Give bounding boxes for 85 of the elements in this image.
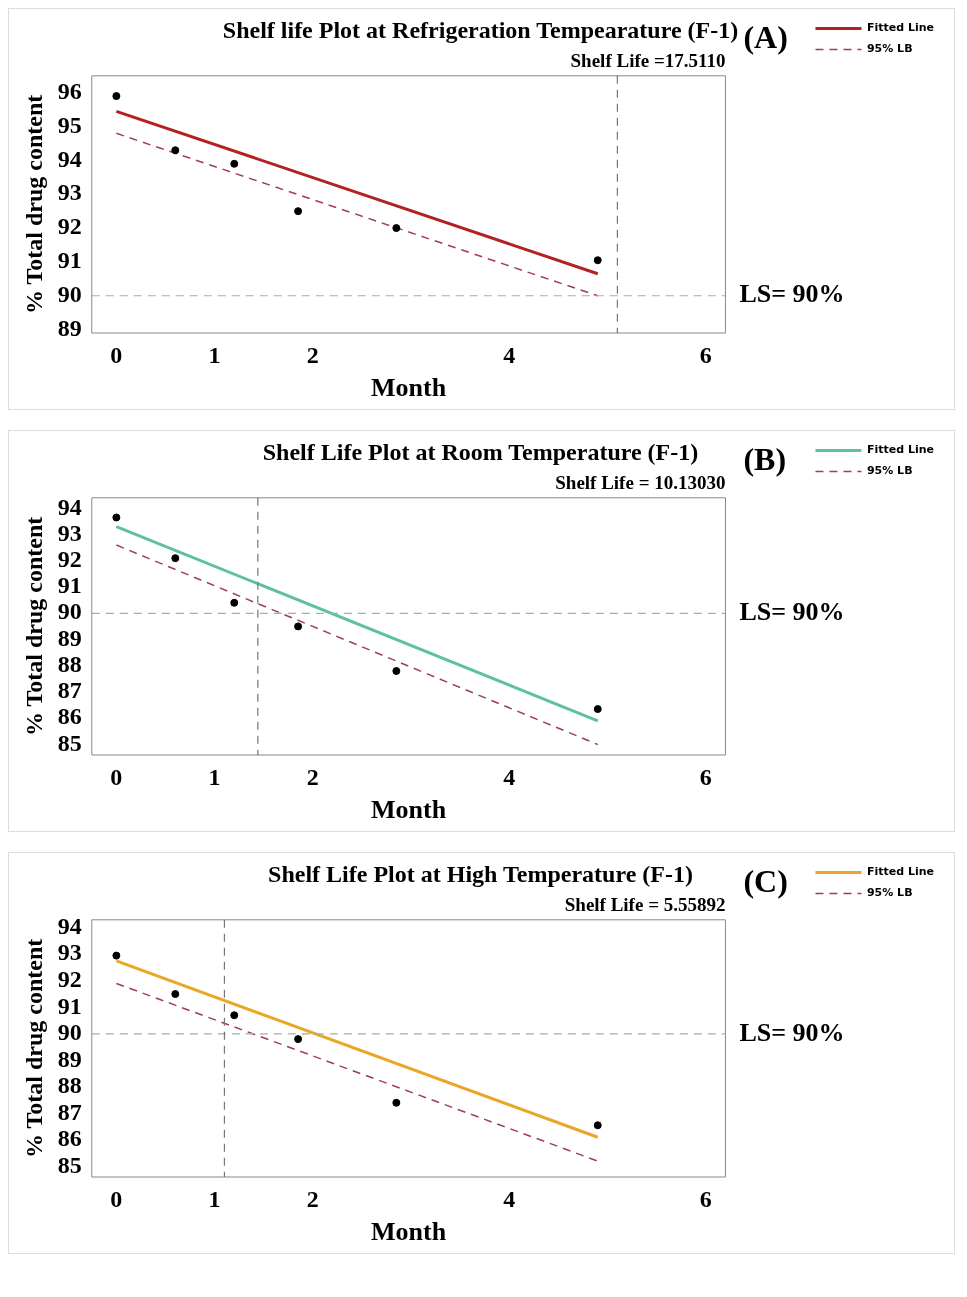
point xyxy=(593,705,602,714)
y-tick-label: 93 xyxy=(57,939,82,966)
y-tick-label: 91 xyxy=(57,572,82,599)
chart-title: Shelf life Plot at Refrigeration Tempearature (F-1) xyxy=(222,16,739,43)
x-tick-label: 4 xyxy=(503,341,516,368)
point xyxy=(112,513,121,522)
legend-label: 95% LB xyxy=(866,42,913,56)
x-tick-label: 0 xyxy=(110,1185,123,1212)
y-tick-label: 85 xyxy=(57,729,82,756)
y-tick-label: 87 xyxy=(57,1098,82,1125)
ref-line-label: LS= 90% xyxy=(739,1017,845,1047)
y-tick-label: 90 xyxy=(57,598,82,625)
point xyxy=(392,224,401,233)
x-tick-label: 2 xyxy=(306,1185,319,1212)
y-tick-label: 86 xyxy=(57,703,82,730)
y-tick-label: 88 xyxy=(57,1072,82,1099)
legend-label: Fitted Line xyxy=(866,443,935,457)
x-tick-label: 4 xyxy=(503,763,516,790)
point xyxy=(112,951,121,960)
x-tick-label: 4 xyxy=(503,1185,516,1212)
point xyxy=(171,554,180,563)
y-axis-title: % Total drug content xyxy=(20,516,47,737)
y-tick-label: 93 xyxy=(57,519,82,546)
point xyxy=(171,990,180,999)
x-tick-label: 2 xyxy=(306,763,319,790)
y-tick-label: 90 xyxy=(57,1019,82,1046)
y-tick-label: 89 xyxy=(57,1045,82,1072)
y-tick-label: 94 xyxy=(57,493,82,520)
point xyxy=(112,92,121,101)
ref-line-label: LS= 90% xyxy=(739,279,845,309)
legend-label: Fitted Line xyxy=(866,21,935,35)
chart-title: Shelf Life Plot at Room Temperature (F-1) xyxy=(262,438,699,465)
point xyxy=(294,1035,303,1044)
y-tick-label: 90 xyxy=(57,280,82,307)
y-tick-label: 91 xyxy=(57,992,82,1019)
point xyxy=(171,146,180,155)
x-axis-title: Month xyxy=(371,795,447,825)
point xyxy=(392,1098,401,1107)
text: Shelf Life = 5.55892 xyxy=(564,894,726,916)
legend-label: Fitted Line xyxy=(866,865,935,879)
legend-label: 95% LB xyxy=(866,464,913,478)
text: Shelf Life = 10.13030 xyxy=(555,472,726,494)
point xyxy=(593,1121,602,1130)
y-tick-label: 89 xyxy=(57,624,82,651)
y-tick-label: 91 xyxy=(57,247,82,274)
legend-label: 95% LB xyxy=(866,886,913,900)
x-tick-label: 6 xyxy=(699,341,712,368)
ref-line-label: LS= 90% xyxy=(739,597,845,626)
x-tick-label: 1 xyxy=(208,763,221,790)
y-axis-title: % Total drug content xyxy=(20,938,47,1159)
point xyxy=(392,667,401,676)
y-tick-label: 89 xyxy=(57,314,82,341)
x-tick-label: 2 xyxy=(306,341,319,368)
point xyxy=(230,1011,239,1020)
point xyxy=(230,159,239,168)
y-tick-label: 96 xyxy=(57,77,82,104)
x-tick-label: 1 xyxy=(208,341,221,368)
text: Shelf Life =17.5110 xyxy=(570,50,726,72)
point xyxy=(593,256,602,265)
y-tick-label: 94 xyxy=(57,912,82,939)
y-tick-label: 85 xyxy=(57,1151,82,1178)
y-tick-label: 92 xyxy=(57,213,82,240)
y-tick-label: 92 xyxy=(57,545,82,572)
x-tick-label: 0 xyxy=(110,341,123,368)
y-tick-label: 88 xyxy=(57,650,82,677)
point xyxy=(294,207,303,216)
chart-title: Shelf Life Plot at High Temperature (F-1) xyxy=(268,860,693,887)
y-tick-label: 95 xyxy=(57,111,82,138)
x-axis-title: Month xyxy=(371,1217,447,1247)
text: (B) xyxy=(743,441,787,478)
y-tick-label: 92 xyxy=(57,965,82,992)
y-axis-title: % Total drug content xyxy=(20,94,47,315)
text: (C) xyxy=(743,863,788,900)
x-tick-label: 6 xyxy=(699,763,712,790)
y-tick-label: 87 xyxy=(57,677,82,704)
point xyxy=(230,598,239,607)
x-tick-label: 1 xyxy=(208,1185,221,1212)
x-axis-title: Month xyxy=(371,373,447,403)
y-tick-label: 94 xyxy=(57,145,82,172)
point xyxy=(294,622,303,631)
text: (A) xyxy=(743,19,788,56)
y-tick-label: 93 xyxy=(57,179,82,206)
x-tick-label: 6 xyxy=(699,1185,712,1212)
x-tick-label: 0 xyxy=(110,763,123,790)
y-tick-label: 86 xyxy=(57,1125,82,1152)
